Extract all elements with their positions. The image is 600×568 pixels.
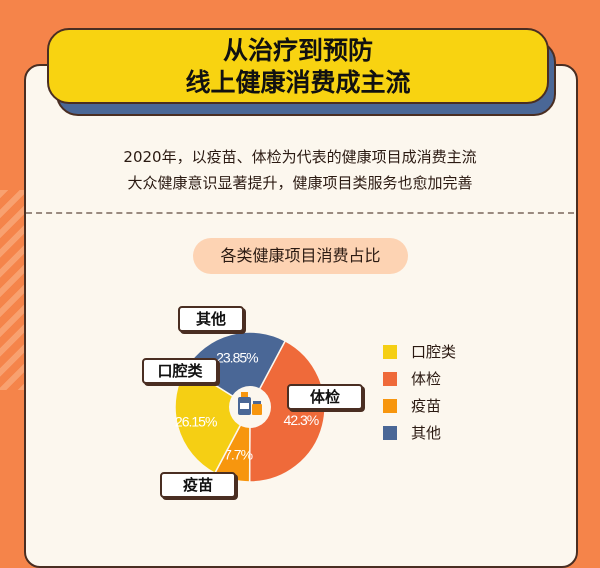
donut-chart: 42.3% 7.7% 26.15% 23.85% xyxy=(174,331,326,483)
legend-label: 其他 xyxy=(411,424,442,442)
legend-item-oral: 口腔类 xyxy=(383,338,456,365)
data-label: 7.7% xyxy=(224,446,252,462)
legend-swatch xyxy=(383,425,397,440)
chart-title: 各类健康项目消费占比 xyxy=(193,238,408,274)
intro-line-2: 大众健康意识显著提升，健康项目类服务也愈加完善 xyxy=(127,174,473,192)
legend-label: 疫苗 xyxy=(411,397,442,415)
callout-oral: 口腔类 xyxy=(142,358,218,384)
data-label: 26.15% xyxy=(175,413,217,429)
medicine-bottle-icon xyxy=(238,392,262,415)
title-line-1: 从治疗到预防 xyxy=(222,36,373,65)
data-label: 42.3% xyxy=(284,412,319,428)
legend-label: 体检 xyxy=(411,370,442,388)
legend: 口腔类 体检 疫苗 其他 xyxy=(383,338,456,446)
intro-text: 2020年，以疫苗、体检为代表的健康项目成消费主流 大众健康意识显著提升，健康项… xyxy=(0,144,600,196)
callout-other: 其他 xyxy=(178,306,244,332)
dashed-divider xyxy=(26,212,574,214)
legend-swatch xyxy=(383,344,397,359)
legend-label: 口腔类 xyxy=(411,343,457,361)
legend-item-vaccine: 疫苗 xyxy=(383,392,456,419)
slice-1 xyxy=(248,339,326,483)
legend-item-other: 其他 xyxy=(383,419,456,446)
callout-checkup: 体检 xyxy=(287,384,363,410)
legend-swatch xyxy=(383,398,397,413)
intro-line-1: 2020年，以疫苗、体检为代表的健康项目成消费主流 xyxy=(123,148,477,166)
title-banner: 从治疗到预防 线上健康消费成主流 xyxy=(47,28,549,104)
content-card xyxy=(24,64,578,568)
callout-vaccine: 疫苗 xyxy=(160,472,236,498)
legend-item-checkup: 体检 xyxy=(383,365,456,392)
title-line-2: 线上健康消费成主流 xyxy=(185,68,411,97)
data-label: 23.85% xyxy=(216,350,258,366)
decorative-stripes xyxy=(0,190,24,390)
legend-swatch xyxy=(383,371,397,386)
